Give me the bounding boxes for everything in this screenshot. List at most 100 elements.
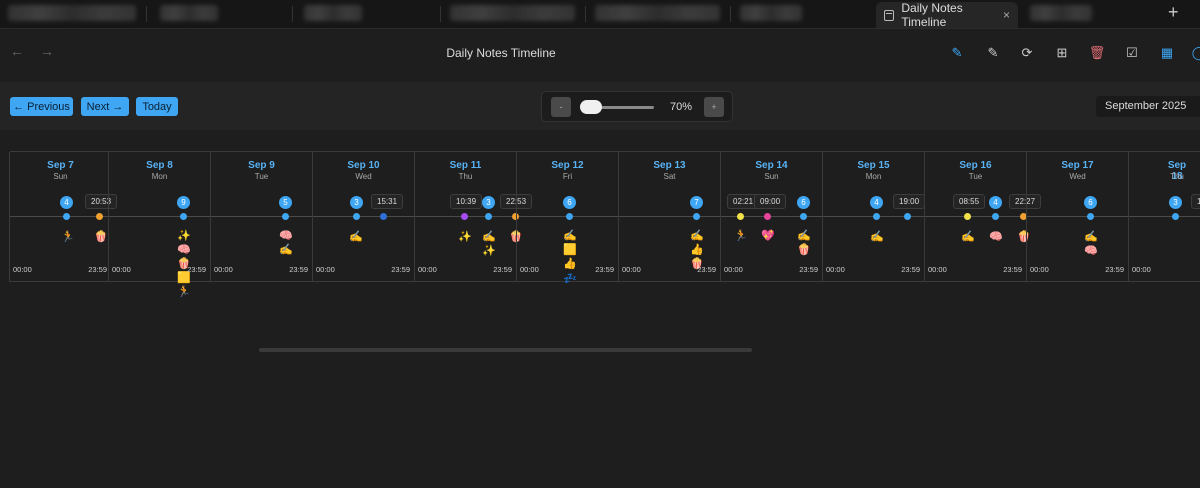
day-date: Sep 17 <box>1061 160 1094 171</box>
day-column[interactable]: Sep 13 Sat 7 ✍️ 👍 🍿 00:00 23:59 <box>618 152 720 282</box>
note-dot[interactable] <box>353 213 360 220</box>
note-dot[interactable] <box>485 213 492 220</box>
close-icon[interactable]: × <box>1002 8 1010 22</box>
tab-blurred[interactable] <box>450 5 575 21</box>
calendar-icon[interactable]: ▦ <box>1160 44 1174 60</box>
note-dot[interactable] <box>904 213 911 220</box>
note-count-badge[interactable]: 6 <box>797 196 810 209</box>
note-dot[interactable] <box>992 213 999 220</box>
day-column[interactable]: Sep 11 Thu 10:39 3 22:53 ✨ ✍️ ✨ 🍿 00:00 … <box>414 152 533 282</box>
day-column[interactable]: Sep 18 Thu 3 1 00:00 <box>1128 152 1200 282</box>
today-button[interactable]: Today <box>136 97 178 116</box>
zoom-slider-track[interactable] <box>586 106 654 109</box>
note-dot[interactable] <box>737 213 744 220</box>
writing-hand-icon: ✍️ <box>1084 231 1098 243</box>
tab-blurred[interactable] <box>1030 5 1092 21</box>
note-dot[interactable] <box>96 213 103 220</box>
note-dot[interactable] <box>1172 213 1179 220</box>
trash-icon[interactable]: 🗑 <box>1088 44 1106 60</box>
search-icon[interactable]: ◯ <box>1191 44 1200 60</box>
note-dot[interactable] <box>800 213 807 220</box>
day-column[interactable]: Sep 7 Sun 4 20:53 🏃 🍿 00:00 23:59 <box>9 152 118 282</box>
running-icon: 🏃 <box>177 286 191 298</box>
day-weekday: Fri <box>562 172 573 181</box>
pen-active-icon[interactable]: ✎ <box>951 44 963 60</box>
note-dot[interactable] <box>566 213 573 220</box>
note-dot[interactable] <box>512 213 519 220</box>
day-column[interactable]: Sep 12 Fri 6 ✍️ 🟨 👍 💤 00:00 23:59 <box>516 152 618 285</box>
day-end-time: 23:59 <box>493 265 512 274</box>
note-dot[interactable] <box>1087 213 1094 220</box>
writing-hand-icon: ✍️ <box>482 231 496 243</box>
note-dot[interactable] <box>461 213 468 220</box>
tab-blurred[interactable] <box>304 5 362 21</box>
day-column[interactable]: Sep 15 Mon 4 19:00 ✍️ 00:00 23:59 <box>822 152 926 282</box>
note-count-badge[interactable]: 4 <box>989 196 1002 209</box>
heart-icon: 💖 <box>761 230 775 242</box>
note-dot[interactable] <box>282 213 289 220</box>
note-dot[interactable] <box>964 213 971 220</box>
zoom-in-button[interactable]: + <box>704 97 724 117</box>
time-label: 15:31 <box>371 194 404 209</box>
note-count-badge[interactable]: 3 <box>482 196 495 209</box>
tab-blurred[interactable] <box>8 5 136 21</box>
day-date: Sep 12 <box>551 160 584 171</box>
zoom-out-button[interactable]: - <box>551 97 571 117</box>
note-count-badge[interactable]: 6 <box>563 196 576 209</box>
day-column[interactable]: Sep 9 Tue 5 🧠 ✍️ 00:00 23:59 <box>210 152 312 282</box>
zoom-slider-handle[interactable] <box>580 100 602 114</box>
day-column[interactable]: Sep 10 Wed 3 15:31 ✍️ 00:00 23:59 <box>312 152 414 282</box>
timeline-axis <box>10 216 1200 217</box>
brain-icon: 🧠 <box>279 230 293 242</box>
tab-blurred[interactable] <box>740 5 802 21</box>
day-start-time: 00:00 <box>112 265 131 274</box>
note-dot[interactable] <box>873 213 880 220</box>
refresh-icon[interactable]: ⟳ <box>1021 44 1033 60</box>
writing-hand-icon: ✍️ <box>961 231 975 243</box>
note-dot[interactable] <box>1020 213 1027 220</box>
time-label: 1 <box>1191 194 1200 209</box>
day-date: Sep 9 <box>248 160 275 171</box>
note-dot[interactable] <box>380 213 387 220</box>
note-count-badge[interactable]: 4 <box>60 196 73 209</box>
brain-icon: 🧠 <box>177 244 191 256</box>
pen-icon[interactable]: ✎ <box>987 44 999 60</box>
day-start-time: 00:00 <box>1132 265 1151 274</box>
note-dot[interactable] <box>63 213 70 220</box>
new-tab-button[interactable]: + <box>1168 2 1179 22</box>
next-button[interactable]: Next → <box>81 97 129 116</box>
previous-button[interactable]: ← Previous <box>10 97 73 116</box>
note-dot[interactable] <box>180 213 187 220</box>
tab-blurred[interactable] <box>160 5 218 21</box>
day-column[interactable]: Sep 8 Mon 9 ✨ 🧠 🍿 🟨 🏃 00:00 23:59 <box>108 152 210 298</box>
checkbox-icon[interactable]: ☑ <box>1126 44 1138 60</box>
note-count-badge[interactable]: 3 <box>1169 196 1182 209</box>
note-count-badge[interactable]: 4 <box>870 196 883 209</box>
tree-icon[interactable]: ⊞ <box>1056 44 1068 60</box>
note-count-badge[interactable]: 6 <box>1084 196 1097 209</box>
popcorn-icon: 🍿 <box>177 258 191 270</box>
note-count-badge[interactable]: 5 <box>279 196 292 209</box>
note-dot[interactable] <box>693 213 700 220</box>
sparkles-icon: ✨ <box>482 245 496 257</box>
tab-daily-notes-timeline[interactable]: Daily Notes Timeline × <box>876 1 1018 29</box>
horizontal-scrollbar[interactable] <box>259 348 752 352</box>
day-date: Sep 18 <box>1167 160 1187 182</box>
back-arrow-icon[interactable]: ← <box>10 43 24 59</box>
thumbs-up-icon: 👍 <box>563 258 577 270</box>
day-start-time: 00:00 <box>418 265 437 274</box>
day-column[interactable]: Sep 16 Tue 08:55 4 22:27 ✍️ 🧠 🍿 00:00 23… <box>924 152 1042 282</box>
day-column[interactable]: Sep 17 Wed 6 ✍️ 🧠 00:00 23:59 <box>1026 152 1128 282</box>
note-count-badge[interactable]: 3 <box>350 196 363 209</box>
day-date: Sep 8 <box>146 160 173 171</box>
day-column[interactable]: Sep 14 Sun 02:21 09:00 6 🏃 💖 ✍️ 🍿 00:00 … <box>720 152 822 282</box>
day-start-time: 00:00 <box>928 265 947 274</box>
note-count-badge[interactable]: 9 <box>177 196 190 209</box>
day-date: Sep 11 <box>449 160 482 171</box>
day-weekday: Thu <box>458 172 473 181</box>
forward-arrow-icon[interactable]: → <box>40 43 54 59</box>
tab-blurred[interactable] <box>595 5 720 21</box>
note-dot[interactable] <box>764 213 771 220</box>
day-date: Sep 14 <box>755 160 788 171</box>
note-count-badge[interactable]: 7 <box>690 196 703 209</box>
